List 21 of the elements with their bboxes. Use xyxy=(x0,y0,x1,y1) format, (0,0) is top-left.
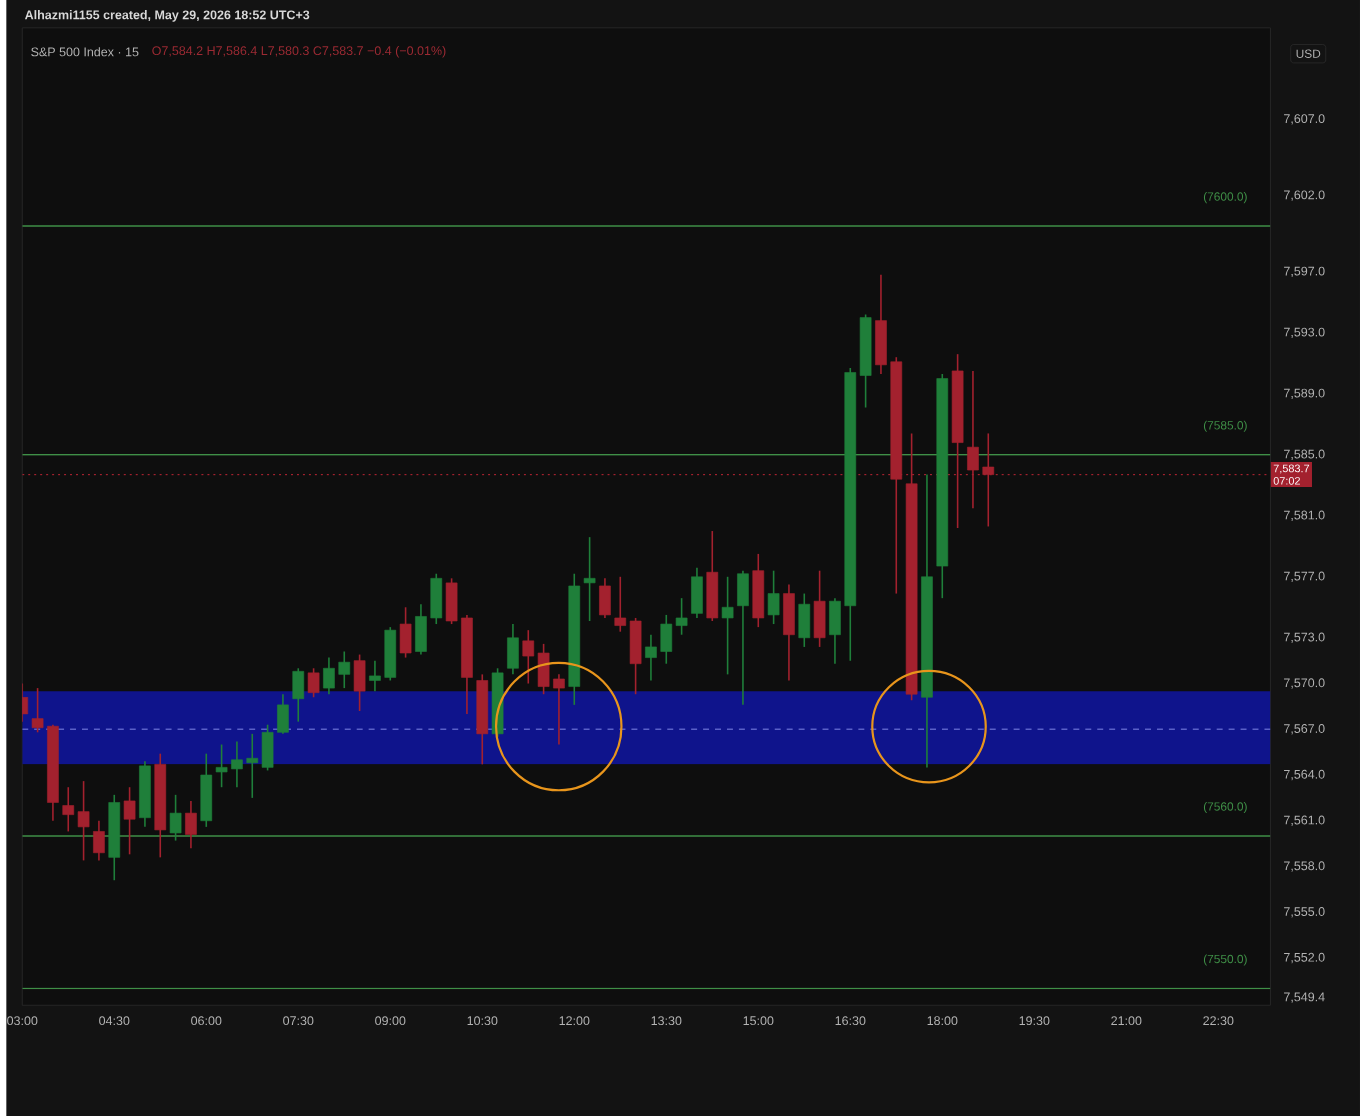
candlestick xyxy=(737,569,749,706)
candlestick xyxy=(813,569,826,648)
candlestick xyxy=(752,552,765,628)
candlestick xyxy=(721,575,734,675)
candlestick xyxy=(169,793,182,842)
candlestick xyxy=(507,622,519,675)
candlestick xyxy=(767,569,780,625)
candlestick xyxy=(783,583,795,681)
candlestick xyxy=(200,752,213,828)
candlestick xyxy=(353,653,366,712)
candlestick xyxy=(691,566,703,619)
candlestick xyxy=(599,577,611,619)
candlestick xyxy=(185,799,197,849)
candlestick xyxy=(93,819,105,861)
candlestick xyxy=(798,592,811,648)
candlestick xyxy=(583,535,596,622)
candlestick xyxy=(706,529,719,622)
candlestick xyxy=(307,667,320,698)
candlestick xyxy=(292,667,305,723)
candlestick xyxy=(123,786,136,855)
candlestick xyxy=(399,606,412,659)
